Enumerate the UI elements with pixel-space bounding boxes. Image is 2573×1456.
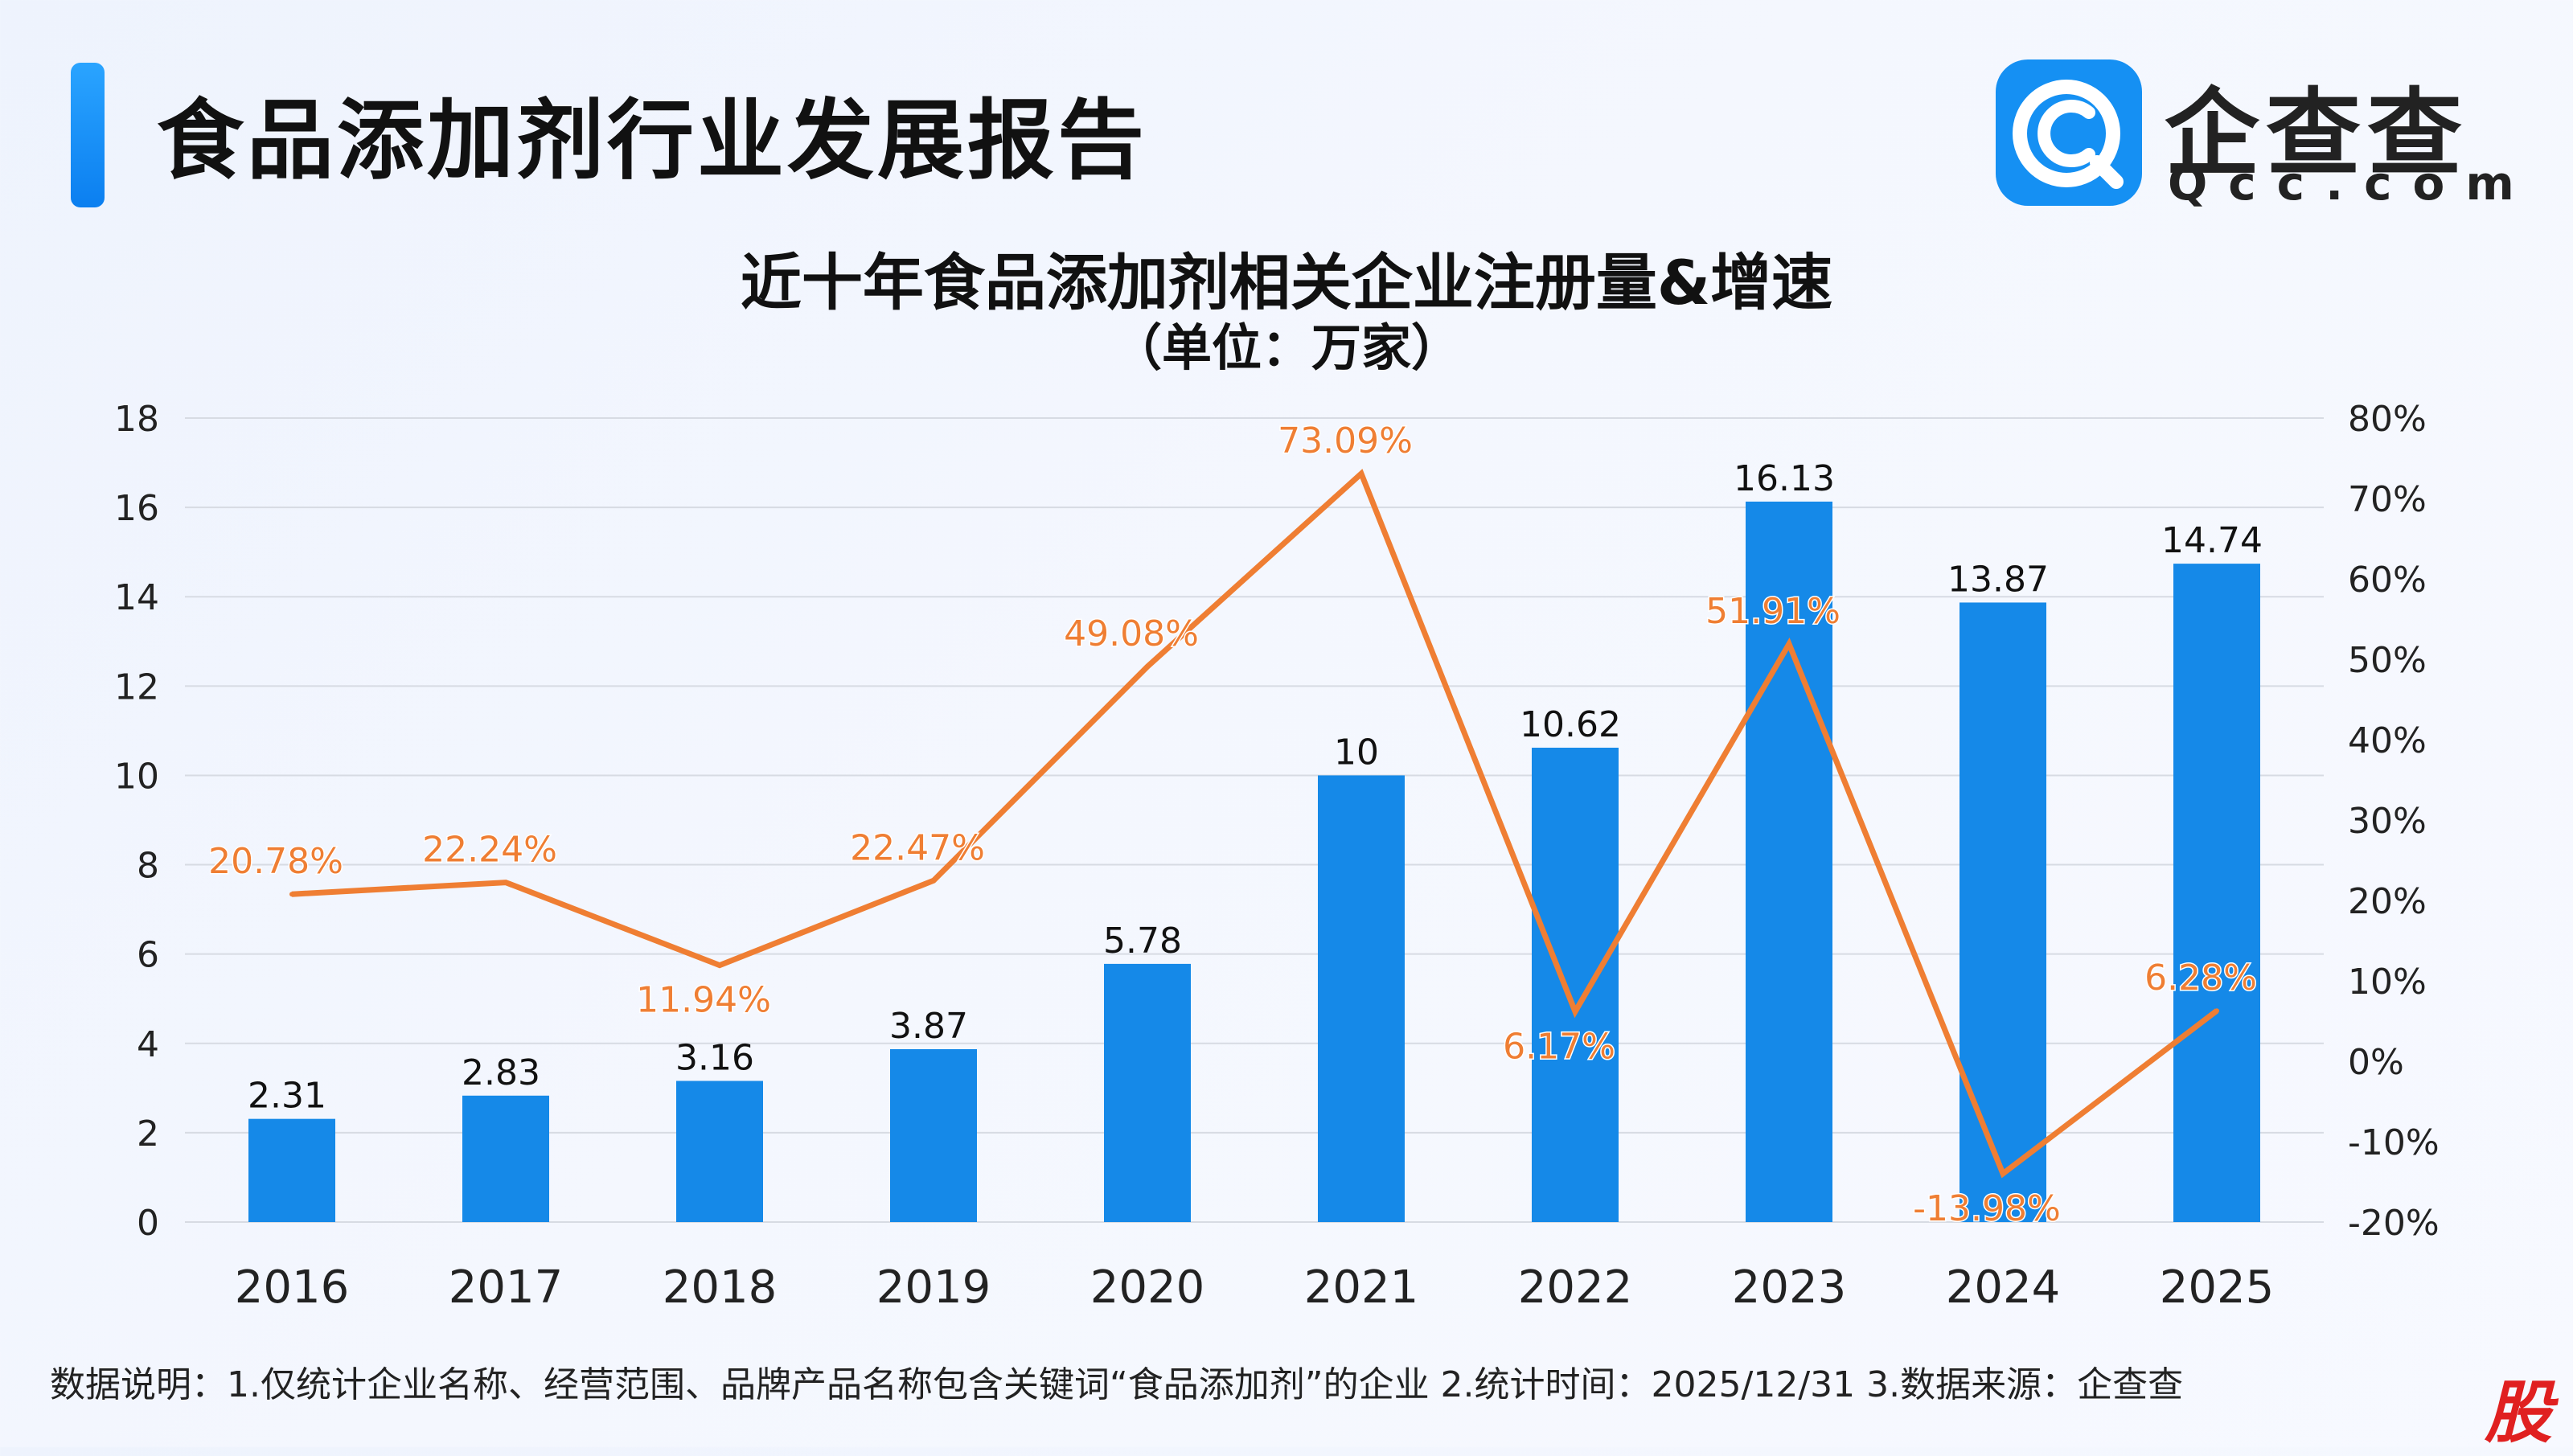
logo-domain: Qcc.com — [2168, 156, 2535, 211]
line-data-label: 6.28% — [2144, 958, 2257, 999]
y-right-tick-label: 40% — [2348, 720, 2427, 761]
y-left-tick-label: 16 — [114, 488, 159, 529]
qcc-logo-mark — [2013, 80, 2124, 189]
title-accent-bar — [71, 63, 105, 207]
bar-data-label: 2.31 — [248, 1076, 326, 1117]
bar — [2173, 564, 2260, 1222]
line-data-label: 22.47% — [850, 827, 985, 868]
bar-data-label: 14.74 — [2161, 520, 2263, 561]
bar — [1318, 775, 1405, 1222]
line-data-label: 73.09% — [1278, 420, 1413, 461]
x-tick-label: 2022 — [1518, 1261, 1633, 1314]
growth-point — [717, 962, 722, 968]
y-right-tick-label: 20% — [2348, 881, 2427, 922]
qcc-logo-icon — [1996, 59, 2142, 206]
bar-data-label: 2.83 — [462, 1052, 540, 1093]
bar — [1746, 501, 1832, 1222]
x-tick-label: 2020 — [1090, 1261, 1205, 1314]
bar-data-label: 3.87 — [889, 1006, 968, 1047]
y-left-tick-label: 12 — [114, 666, 159, 707]
growth-point — [1787, 641, 1791, 646]
bar — [890, 1049, 977, 1222]
qcc-logo: 企查查 Qcc.com — [1996, 59, 2514, 212]
y-right-tick-label: 70% — [2348, 479, 2427, 520]
logo-text: 企查查 — [2165, 78, 2469, 189]
footnote: 数据说明：1.仅统计企业名称、经营范围、品牌产品名称包含关键词“食品添加剂”的企… — [50, 1364, 2184, 1405]
bar — [462, 1095, 549, 1222]
y-left-tick-label: 8 — [137, 846, 159, 887]
line-data-label: 49.08% — [1064, 613, 1199, 654]
growth-point — [1145, 664, 1150, 670]
growth-point — [1359, 471, 1364, 477]
bar-data-label: 3.16 — [675, 1037, 754, 1078]
line-data-label: 20.78% — [208, 841, 343, 882]
bar — [1960, 602, 2046, 1222]
line-data-label: 22.24% — [422, 830, 557, 871]
x-tick-label: 2016 — [235, 1261, 350, 1314]
y-right-tick-label: 30% — [2348, 801, 2427, 842]
y-right-tick-label: 0% — [2348, 1042, 2404, 1083]
line-data-label: 11.94% — [636, 980, 771, 1021]
bar — [676, 1081, 763, 1222]
y-right-tick-label: -20% — [2348, 1203, 2440, 1244]
growth-point — [931, 878, 936, 884]
bar-data-label: 10.62 — [1520, 704, 1621, 745]
x-tick-label: 2024 — [1946, 1261, 2061, 1314]
growth-point — [2214, 1008, 2219, 1014]
y-right-tick-label: 10% — [2348, 962, 2427, 1003]
report-title: 食品添加剂行业发展报告 — [157, 91, 1148, 191]
x-tick-label: 2025 — [2160, 1261, 2275, 1314]
y-left-tick-label: 4 — [137, 1024, 159, 1065]
y-left-tick-label: 6 — [137, 935, 159, 976]
chart-title: 近十年食品添加剂相关企业注册量&增速 — [740, 247, 1833, 318]
corner-watermark: 股 — [2485, 1373, 2553, 1452]
growth-point — [289, 892, 294, 897]
growth-line — [291, 469, 2219, 1179]
x-tick-label: 2023 — [1732, 1261, 1847, 1314]
x-tick-label: 2021 — [1304, 1261, 1419, 1314]
x-tick-label: 2018 — [663, 1261, 778, 1314]
y-left-tick-label: 0 — [137, 1203, 159, 1244]
chart-subtitle: （单位：万家） — [1111, 318, 1461, 377]
bar — [1104, 963, 1191, 1222]
y-right-tick-label: 50% — [2348, 640, 2427, 681]
y-right-tick-label: 60% — [2348, 560, 2427, 601]
bar-data-label: 16.13 — [1734, 458, 1835, 499]
bar-data-label: 5.78 — [1103, 921, 1182, 962]
bar-data-label: 10 — [1334, 732, 1379, 773]
x-tick-label: 2019 — [876, 1261, 991, 1314]
y-left-tick-label: 14 — [114, 577, 159, 618]
y-right-tick-label: 80% — [2348, 399, 2427, 440]
line-data-label: -13.98% — [1913, 1188, 2061, 1229]
y-left-tick-label: 18 — [114, 399, 159, 440]
growth-point — [2001, 1171, 2005, 1176]
y-left-tick-label: 2 — [137, 1114, 159, 1155]
line-data-label: 51.91% — [1705, 591, 1840, 632]
growth-point — [1573, 1009, 1578, 1015]
growth-point — [503, 880, 508, 885]
x-tick-label: 2017 — [449, 1261, 564, 1314]
bar-data-label: 13.87 — [1947, 559, 2049, 600]
line-data-label: 6.17% — [1503, 1026, 1615, 1067]
y-right-tick-label: -10% — [2348, 1122, 2440, 1163]
bar — [248, 1118, 335, 1222]
y-left-tick-label: 10 — [114, 756, 159, 797]
bar — [1532, 748, 1619, 1222]
